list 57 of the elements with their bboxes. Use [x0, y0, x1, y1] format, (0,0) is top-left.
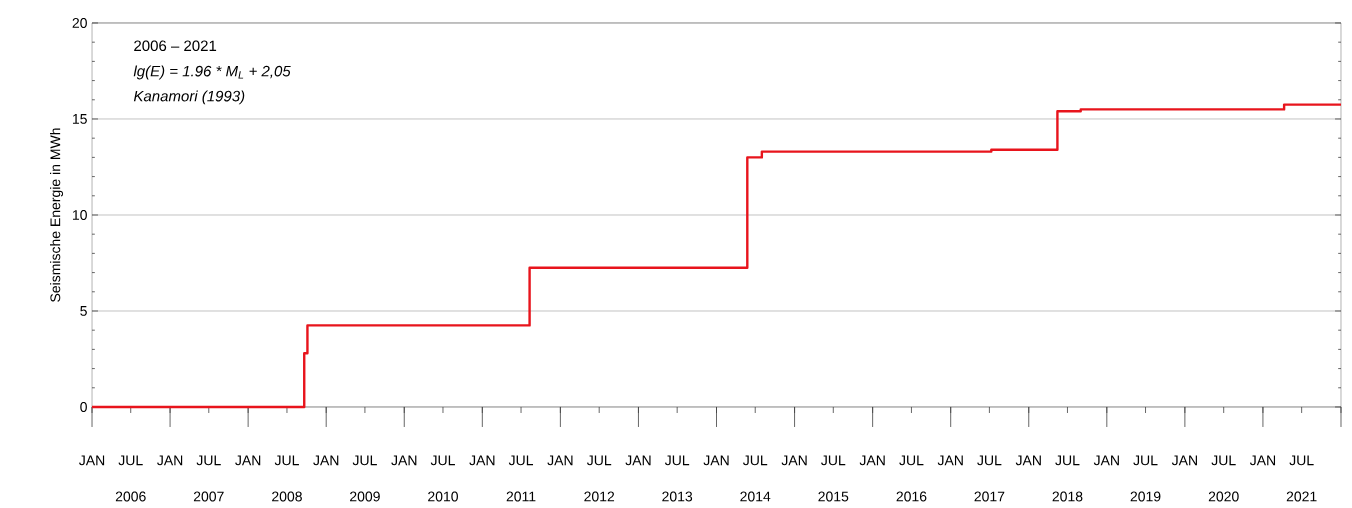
x-tick-label: JUL [118, 455, 143, 466]
x2-tick-label: 2018 [1052, 491, 1083, 502]
x2-tick-label: 2006 [115, 491, 146, 502]
x2-tick-label: 2020 [1208, 491, 1239, 502]
x-tick-label: JAN [703, 455, 729, 466]
y-tick-label: 0 [80, 402, 87, 412]
x-tick-label: JAN [1249, 455, 1276, 466]
x-tick-label: JUL [1289, 455, 1314, 466]
x2-tick-label: 2016 [896, 491, 927, 502]
x-tick-label: JUL [742, 455, 768, 466]
x-tick-label: JAN [313, 455, 339, 466]
x-tick-label: JAN [937, 455, 963, 466]
x-tick-label: JAN [1015, 455, 1041, 466]
x2-tick-label: 2015 [818, 491, 849, 502]
x-tick-label: JAN [781, 455, 807, 466]
x-tick-label: JUL [430, 455, 455, 466]
y-tick-label: 10 [72, 210, 87, 220]
x2-tick-label: 2013 [662, 491, 693, 502]
x-tick-label: JUL [508, 455, 534, 466]
x2-tick-label: 2019 [1130, 491, 1161, 502]
x2-tick-label: 2012 [584, 491, 615, 502]
y-axis-title: Seismische Energie in MWh [50, 128, 64, 302]
x-tick-label: JUL [352, 455, 377, 466]
y-tick-label: 20 [72, 18, 87, 28]
x2-tick-label: 2017 [974, 491, 1005, 502]
x-tick-label: JAN [469, 455, 495, 466]
x2-tick-label: 2010 [428, 491, 458, 502]
x-tick-label: JUL [664, 455, 690, 466]
x-tick-label: JAN [1171, 455, 1197, 466]
annotation: Kanamori (1993) [133, 90, 245, 105]
x-tick-label: JUL [1211, 455, 1236, 466]
x2-tick-label: 2009 [350, 491, 380, 502]
x-tick-label: JUL [586, 455, 612, 466]
x-tick-label: JAN [157, 455, 183, 466]
x2-tick-label: 2007 [193, 491, 224, 502]
x-tick-label: JUL [1133, 455, 1158, 466]
x-tick-label: JAN [1093, 455, 1119, 466]
y-tick-label: 5 [80, 306, 87, 316]
x-tick-label: JUL [899, 455, 924, 466]
x2-tick-label: 2021 [1286, 491, 1317, 502]
x2-tick-label: 2014 [740, 491, 771, 502]
x-tick-label: JAN [625, 455, 651, 466]
y-tick-label: 15 [72, 114, 87, 124]
x-tick-label: JAN [859, 455, 885, 466]
x-tick-label: JUL [274, 455, 299, 466]
x-tick-label: JAN [391, 455, 417, 466]
x2-tick-label: 2008 [272, 491, 302, 502]
x-tick-label: JAN [79, 455, 105, 466]
annotation: lg(E) = 1.96 * M$_{L}$ + 2,05 [133, 65, 291, 80]
x-tick-label: JUL [821, 455, 846, 466]
annotation: 2006 – 2021 [134, 40, 217, 52]
x-tick-label: JUL [977, 455, 1002, 466]
x-tick-label: JAN [547, 455, 573, 466]
x-tick-label: JAN [235, 455, 261, 466]
x-tick-label: JUL [1055, 455, 1080, 466]
x-tick-label: JUL [196, 455, 221, 466]
x2-tick-label: 2011 [506, 491, 536, 502]
